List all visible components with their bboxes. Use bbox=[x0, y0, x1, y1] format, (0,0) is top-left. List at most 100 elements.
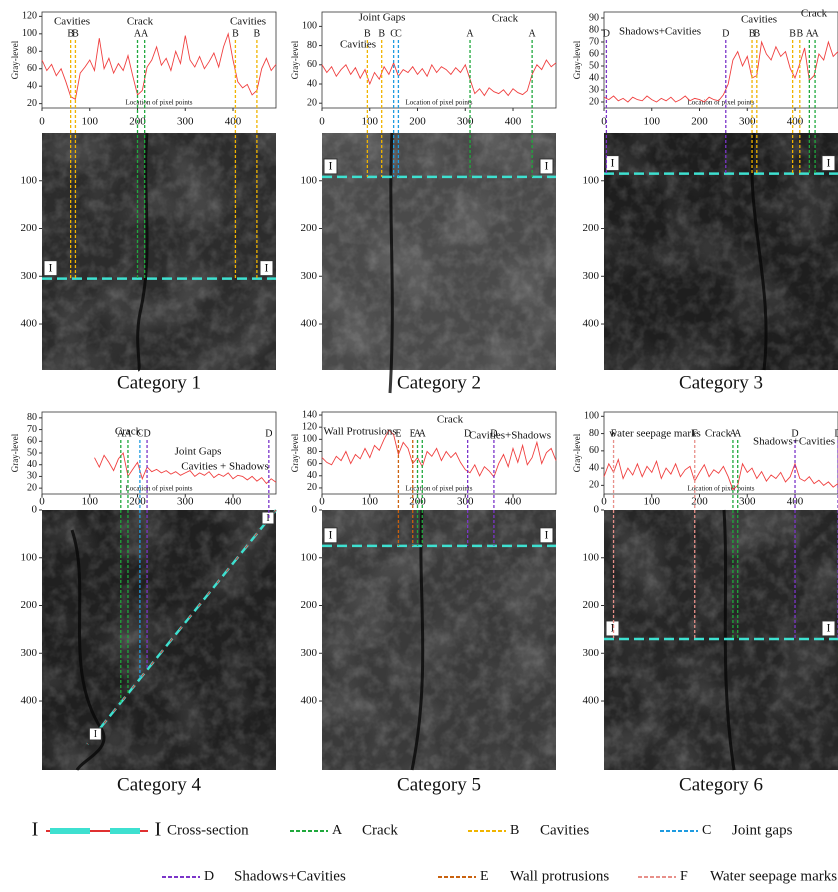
image-tick-label: 200 bbox=[21, 599, 38, 611]
plot-frame bbox=[603, 411, 838, 495]
marker-label: A bbox=[734, 428, 742, 439]
legend-symbol: A bbox=[332, 823, 343, 838]
y-tick-label: 40 bbox=[307, 78, 317, 89]
x-tick-label: 100 bbox=[362, 116, 379, 128]
x-axis-label: Location of pixel points bbox=[687, 485, 754, 493]
profile-line bbox=[603, 40, 838, 103]
marker-label: B bbox=[67, 28, 74, 39]
y-tick-label: 80 bbox=[307, 446, 317, 457]
x-axis-label: Location of pixel points bbox=[125, 99, 192, 107]
image-tick-label: 200 bbox=[583, 222, 600, 234]
annotation: Cavities + Shadows bbox=[181, 461, 268, 473]
marker-label: A bbox=[466, 28, 474, 39]
crack bbox=[70, 529, 106, 771]
annotation: Shadows+Cavities bbox=[753, 436, 835, 448]
profile-line bbox=[603, 457, 838, 491]
marker-label: A bbox=[134, 28, 142, 39]
image-tick-label: 200 bbox=[301, 222, 318, 234]
x-axis-label: Location of pixel points bbox=[687, 99, 754, 107]
section-end-box bbox=[323, 158, 338, 175]
y-tick-label: 100 bbox=[302, 21, 317, 32]
image-tick-label: 300 bbox=[21, 270, 38, 282]
crack bbox=[136, 132, 149, 372]
marker-label: C bbox=[395, 28, 402, 39]
profile-line bbox=[321, 429, 557, 478]
y-tick-label: 20 bbox=[589, 96, 599, 107]
x-tick-label: 400 bbox=[505, 116, 522, 128]
annotation: Crack bbox=[127, 16, 154, 28]
x-axis-label: Location of pixel points bbox=[405, 99, 472, 107]
annotation: water seepage marks bbox=[609, 428, 701, 440]
x-tick-label: 100 bbox=[644, 496, 661, 508]
panel-title: Category 6 bbox=[679, 774, 763, 795]
image-tick-label: 100 bbox=[583, 174, 600, 186]
image-tick-label: 300 bbox=[301, 647, 318, 659]
x-tick-label: 0 bbox=[601, 496, 607, 508]
legend: I I Cross-section A Crack B Cavities C Joint gap… bbox=[32, 819, 838, 885]
annotation: Cavities bbox=[340, 39, 376, 51]
image-tick-label: 400 bbox=[583, 318, 600, 330]
marker-label: B bbox=[789, 28, 796, 39]
y-tick-label: 30 bbox=[27, 471, 37, 482]
x-tick-label: 400 bbox=[225, 116, 242, 128]
marker-label: B bbox=[749, 28, 756, 39]
marker-label: B bbox=[796, 28, 803, 39]
marker-label: B bbox=[364, 28, 371, 39]
plot-frame bbox=[41, 11, 277, 109]
crack bbox=[388, 132, 394, 394]
image-tick-label: 100 bbox=[301, 174, 318, 186]
image-texture bbox=[322, 510, 556, 770]
marker-label: A bbox=[806, 28, 814, 39]
section-end-box bbox=[539, 158, 554, 175]
marker-label: B bbox=[378, 28, 385, 39]
x-axis-label: Location of pixel points bbox=[405, 485, 472, 493]
x-tick-label: 200 bbox=[409, 116, 426, 128]
crack bbox=[722, 509, 736, 771]
y-tick-label: 80 bbox=[27, 46, 37, 57]
x-tick-label: 100 bbox=[82, 496, 99, 508]
y-tick-label: 40 bbox=[27, 80, 37, 91]
image-tick-label: 0 bbox=[594, 504, 600, 516]
y-tick-label: 120 bbox=[302, 421, 317, 432]
y-tick-label: 120 bbox=[22, 11, 37, 22]
y-tick-label: 60 bbox=[27, 436, 37, 447]
y-tick-label: 40 bbox=[307, 470, 317, 481]
y-tick-label: 20 bbox=[27, 482, 37, 493]
section-end-label: I bbox=[611, 155, 615, 169]
panel-title: Category 5 bbox=[397, 774, 481, 795]
annotation: Wall Protrusions bbox=[323, 426, 396, 438]
marker-label: B bbox=[753, 28, 760, 39]
section-end-label: I bbox=[94, 729, 97, 740]
marker-label: C bbox=[137, 428, 144, 439]
y-tick-label: 20 bbox=[589, 480, 599, 491]
y-tick-label: 60 bbox=[307, 59, 317, 70]
x-tick-label: 0 bbox=[39, 496, 45, 508]
x-tick-label: 200 bbox=[129, 496, 146, 508]
x-tick-label: 300 bbox=[457, 496, 474, 508]
marker-label: E bbox=[410, 428, 416, 439]
legend-text: Cross-section bbox=[167, 822, 249, 838]
legend-symbol: C bbox=[702, 823, 711, 838]
annotation: Crack bbox=[115, 426, 142, 438]
section-end-box bbox=[323, 527, 338, 544]
section-end-box bbox=[821, 620, 836, 637]
y-tick-label: 80 bbox=[589, 24, 599, 35]
y-tick-label: 80 bbox=[307, 40, 317, 51]
section-end-label: I bbox=[827, 155, 831, 169]
x-tick-label: 400 bbox=[787, 116, 804, 128]
section-end-box bbox=[605, 620, 620, 637]
section-end-label: I bbox=[329, 528, 333, 542]
marker-label: F bbox=[611, 428, 617, 439]
y-tick-label: 40 bbox=[27, 459, 37, 470]
marker-label: A bbox=[117, 428, 125, 439]
legend-symbol: D bbox=[204, 869, 214, 884]
y-axis-label: Gray-level bbox=[10, 433, 20, 472]
annotation: Shadows+Cavities bbox=[619, 26, 701, 38]
panel-title: Category 4 bbox=[117, 774, 201, 795]
section-end-box bbox=[605, 155, 620, 172]
marker-label: D bbox=[490, 428, 497, 439]
marker-label: A bbox=[811, 28, 819, 39]
